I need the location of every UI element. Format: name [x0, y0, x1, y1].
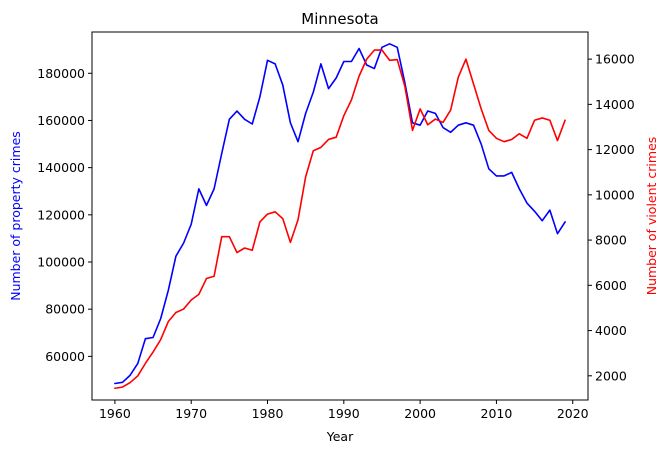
x-tick-label: 1970 [175, 406, 207, 421]
right-y-tick-label: 2000 [595, 368, 627, 383]
right-y-axis-title: Number of violent crimes [644, 137, 659, 296]
left-y-tick-label: 100000 [37, 255, 85, 270]
x-tick-label: 1960 [99, 406, 131, 421]
x-tick-label: 2000 [404, 406, 436, 421]
right-y-tick-label: 12000 [595, 142, 635, 157]
left-y-axis: 60000 80000 100000 120000 140000 160000 180000 [37, 66, 92, 364]
plot-area [91, 31, 589, 401]
left-y-tick-label: 140000 [37, 160, 85, 175]
property-crimes-line [114, 42, 566, 385]
left-y-tick-label: 80000 [45, 302, 85, 317]
right-y-tick-label: 6000 [595, 278, 627, 293]
violent-crimes-line [114, 49, 566, 390]
x-tick-label: 1980 [252, 406, 284, 421]
right-y-tick-label: 16000 [595, 52, 635, 67]
right-y-axis: 2000 4000 6000 8000 10000 12000 14000 16000 [588, 52, 635, 383]
left-y-tick-label: 60000 [45, 349, 85, 364]
x-axis-title: Year [326, 429, 354, 444]
x-tick-label: 1990 [328, 406, 360, 421]
x-axis: 1960 1970 1980 1990 2000 2010 2020 [99, 400, 589, 421]
chart-title: Minnesota [301, 10, 378, 28]
left-y-tick-label: 160000 [37, 113, 85, 128]
left-y-tick-label: 120000 [37, 207, 85, 222]
right-y-tick-label: 8000 [595, 233, 627, 248]
left-y-axis-title: Number of property crimes [8, 131, 23, 301]
right-y-tick-label: 4000 [595, 323, 627, 338]
right-y-tick-label: 10000 [595, 187, 635, 202]
series-layer [114, 42, 566, 390]
right-y-tick-label: 14000 [595, 97, 635, 112]
x-tick-label: 2010 [481, 406, 513, 421]
x-tick-label: 2020 [557, 406, 589, 421]
left-y-tick-label: 180000 [37, 66, 85, 81]
